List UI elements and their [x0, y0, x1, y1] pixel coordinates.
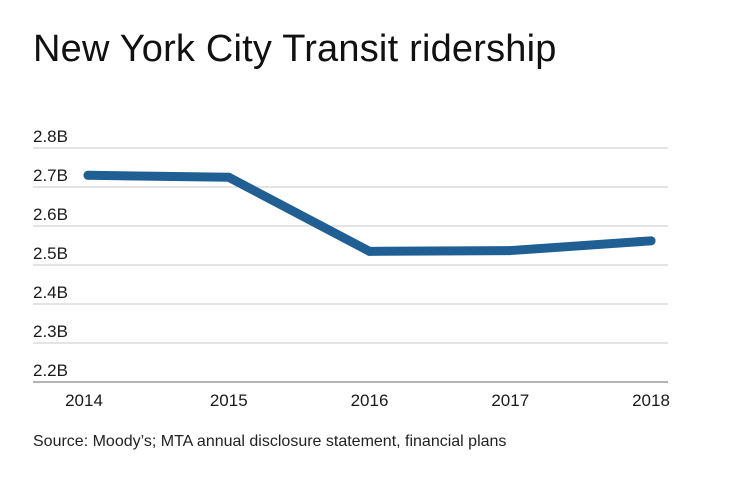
- data-point: [224, 172, 234, 182]
- y-tick-label: 2.6B: [33, 205, 68, 224]
- y-tick-label: 2.8B: [33, 127, 68, 146]
- data-point: [646, 236, 656, 246]
- x-tick-label: 2015: [210, 391, 248, 410]
- y-tick-label: 2.3B: [33, 322, 68, 341]
- x-tick-label: 2017: [491, 391, 529, 410]
- data-point: [83, 170, 93, 180]
- y-tick-label: 2.4B: [33, 283, 68, 302]
- x-tick-label: 2014: [65, 391, 103, 410]
- y-tick-label: 2.5B: [33, 244, 68, 263]
- data-point: [505, 246, 515, 256]
- x-tick-label: 2016: [351, 391, 389, 410]
- x-axis-tick-labels: 2014 2015 2016 2017 2018: [65, 391, 670, 410]
- chart-title: New York City Transit ridership: [33, 28, 557, 70]
- y-axis-tick-labels: 2.8B 2.7B 2.6B 2.5B 2.4B 2.3B 2.2B: [33, 127, 68, 380]
- y-tick-label: 2.7B: [33, 166, 68, 185]
- data-series: [83, 170, 656, 256]
- y-tick-label: 2.2B: [33, 361, 68, 380]
- data-point: [365, 246, 374, 256]
- x-tick-label: 2018: [632, 391, 670, 410]
- gridlines: [33, 147, 668, 383]
- source-note: Source: Moody’s; MTA annual disclosure s…: [33, 433, 507, 450]
